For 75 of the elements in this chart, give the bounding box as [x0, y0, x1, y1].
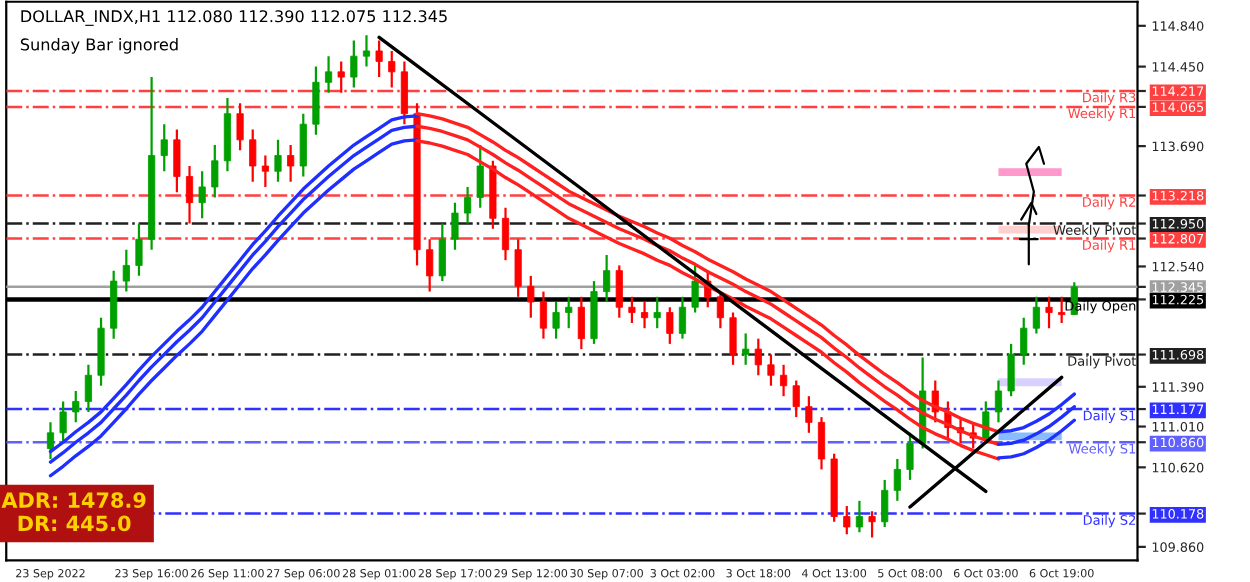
candlestick — [299, 112, 307, 178]
candlestick — [350, 39, 358, 89]
candlestick — [110, 269, 118, 340]
candlestick — [211, 143, 219, 199]
candlestick — [805, 395, 813, 434]
candlestick — [324, 55, 333, 94]
candlestick — [464, 185, 472, 225]
candlestick — [1058, 295, 1066, 325]
candlestick — [438, 222, 446, 283]
candlestick — [198, 170, 206, 220]
candlestick — [868, 510, 876, 539]
candlestick — [817, 416, 826, 471]
candlestick — [287, 143, 295, 183]
candlestick — [628, 295, 636, 325]
text: DOLLAR_INDX,H1 112.080 112.390 112.075 112.345 — [21, 10, 447, 26]
candlestick — [729, 311, 737, 366]
candlestick — [97, 316, 105, 387]
annotation: ADR: 1478.9 — [1, 492, 146, 508]
candlestick — [400, 60, 408, 126]
candlestick — [767, 353, 775, 387]
candlestick — [1020, 316, 1028, 366]
candlestick — [236, 102, 244, 152]
candlestick — [451, 201, 459, 251]
candlestick — [185, 164, 194, 225]
candlestick — [666, 306, 674, 345]
candlestick — [514, 238, 522, 298]
candlestick — [742, 332, 750, 366]
candlestick — [135, 222, 143, 277]
candlestick — [122, 248, 130, 293]
candlestick — [792, 379, 800, 419]
candlestick — [59, 400, 67, 445]
candlestick — [46, 421, 55, 461]
candlestick — [552, 300, 560, 340]
candlestick — [678, 295, 687, 340]
candlestick — [388, 49, 396, 89]
candlestick — [843, 504, 851, 536]
candlestick — [780, 363, 788, 398]
candlestick — [881, 478, 889, 529]
candlestick — [501, 206, 510, 262]
candlestick — [577, 295, 585, 351]
candlestick — [426, 238, 434, 293]
candlestick — [603, 253, 611, 304]
candlestick — [337, 60, 345, 94]
candlestick — [855, 499, 864, 534]
candlestick — [527, 274, 535, 319]
candlestick — [173, 128, 181, 194]
candlestick — [539, 290, 548, 340]
candlestick — [223, 96, 232, 173]
candlestick — [565, 295, 573, 330]
candlestick — [274, 138, 282, 183]
candlestick — [906, 431, 914, 482]
candlestick — [754, 337, 762, 377]
candlestick — [640, 300, 649, 330]
candlestick — [615, 264, 623, 319]
candlestick — [362, 34, 371, 68]
candlestick — [1007, 342, 1015, 398]
annotation: DR: 445.0 — [18, 515, 131, 532]
candlestick — [691, 264, 699, 314]
candlestick — [653, 295, 661, 330]
candlestick — [994, 379, 1003, 424]
candlestick — [72, 389, 80, 424]
candlestick — [249, 128, 257, 183]
candlestick — [375, 39, 383, 79]
candlestick — [261, 154, 269, 189]
candlestick — [160, 123, 168, 173]
candlestick — [716, 290, 724, 330]
candlestick — [84, 363, 92, 413]
candlestick — [590, 280, 598, 345]
candlestick — [893, 457, 901, 502]
candlestick — [476, 143, 484, 209]
candlestick — [312, 65, 320, 136]
candlestick — [1045, 295, 1053, 330]
candlestick — [1032, 295, 1040, 335]
text: Sunday Bar ignored — [20, 38, 178, 54]
line-series — [996, 404, 1076, 446]
